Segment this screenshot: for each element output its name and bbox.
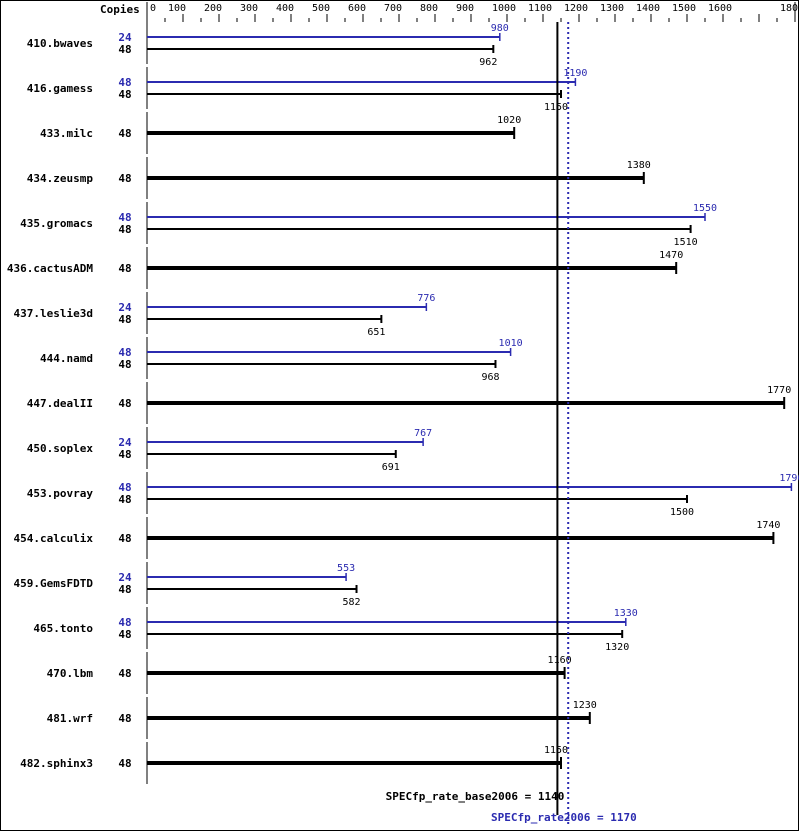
benchmark-label: 436.cactusADM: [7, 262, 93, 275]
base-copies: 48: [118, 397, 131, 410]
x-tick-label: 1400: [636, 3, 660, 14]
peak-copies: 48: [118, 616, 131, 629]
base-value-label: 691: [382, 462, 400, 473]
benchmark-label: 465.tonto: [33, 622, 93, 635]
benchmark-label: 453.povray: [27, 487, 94, 500]
peak-value-label: 1190: [563, 68, 587, 79]
base-value-label: 962: [479, 57, 497, 68]
x-tick-label: 100: [168, 3, 186, 14]
peak-copies: 48: [118, 76, 131, 89]
base-value-label: 1020: [497, 115, 521, 126]
base-value-label: 1740: [756, 520, 780, 531]
peak-value-label: 767: [414, 428, 432, 439]
peak-copies: 48: [118, 346, 131, 359]
x-tick-label: 800: [420, 3, 438, 14]
benchmark-label: 482.sphinx3: [20, 757, 93, 770]
benchmark-label: 434.zeusmp: [27, 172, 94, 185]
benchmark-label: 450.soplex: [27, 442, 94, 455]
x-tick-label: 1800: [780, 3, 799, 14]
base-copies: 48: [118, 223, 131, 236]
base-copies: 48: [118, 493, 131, 506]
base-value-label: 1500: [670, 507, 694, 518]
benchmark-label: 437.leslie3d: [14, 307, 93, 320]
benchmark-label: 410.bwaves: [27, 37, 93, 50]
peak-copies: 48: [118, 481, 131, 494]
base-copies: 48: [118, 127, 131, 140]
peak-value-label: 553: [337, 563, 355, 574]
x-tick-label: 1300: [600, 3, 624, 14]
benchmark-label: 433.milc: [40, 127, 93, 140]
benchmark-label: 416.gamess: [27, 82, 93, 95]
peak-value-label: 776: [417, 293, 435, 304]
base-copies: 48: [118, 712, 131, 725]
base-value-label: 968: [481, 372, 499, 383]
base-copies: 48: [118, 172, 131, 185]
base-copies: 48: [118, 757, 131, 770]
base-value-label: 582: [342, 597, 360, 608]
x-tick-label: 200: [204, 3, 222, 14]
peak-value-label: 1330: [614, 608, 638, 619]
base-summary-label: SPECfp_rate_base2006 = 1140: [386, 790, 565, 803]
x-tick-label: 900: [456, 3, 474, 14]
base-value-label: 651: [367, 327, 385, 338]
benchmark-label: 454.calculix: [14, 532, 94, 545]
peak-copies: 48: [118, 211, 131, 224]
base-copies: 48: [118, 448, 131, 461]
x-tick-label: 400: [276, 3, 294, 14]
peak-copies: 24: [118, 31, 132, 44]
base-copies: 48: [118, 43, 131, 56]
base-value-label: 1320: [605, 642, 629, 653]
benchmark-label: 470.lbm: [47, 667, 94, 680]
base-copies: 48: [118, 313, 131, 326]
base-value-label: 1510: [674, 237, 698, 248]
x-tick-label: 1000: [492, 3, 516, 14]
x-tick-label: 1600: [708, 3, 732, 14]
x-tick-label: 1500: [672, 3, 696, 14]
base-copies: 48: [118, 628, 131, 641]
x-tick-label: 500: [312, 3, 330, 14]
benchmark-label: 435.gromacs: [20, 217, 93, 230]
benchmark-label: 444.namd: [40, 352, 93, 365]
peak-copies: 24: [118, 301, 132, 314]
peak-value-label: 980: [491, 23, 509, 34]
peak-copies: 24: [118, 571, 132, 584]
base-value-label: 1150: [544, 745, 568, 756]
copies-header: Copies: [100, 3, 140, 16]
peak-value-label: 1790: [779, 473, 799, 484]
x-tick-label: 600: [348, 3, 366, 14]
peak-summary-label: SPECfp_rate2006 = 1170: [491, 811, 637, 824]
x-tick-label: 1100: [528, 3, 552, 14]
base-copies: 48: [118, 532, 131, 545]
base-value-label: 1770: [767, 385, 791, 396]
benchmark-label: 459.GemsFDTD: [14, 577, 94, 590]
base-value-label: 1380: [627, 160, 651, 171]
base-copies: 48: [118, 583, 131, 596]
benchmark-label: 481.wrf: [47, 712, 93, 725]
benchmark-label: 447.dealII: [27, 397, 93, 410]
base-copies: 48: [118, 667, 131, 680]
base-copies: 48: [118, 358, 131, 371]
base-value-label: 1160: [548, 655, 572, 666]
base-copies: 48: [118, 262, 131, 275]
x-tick-label: 700: [384, 3, 402, 14]
peak-value-label: 1550: [693, 203, 717, 214]
base-copies: 48: [118, 88, 131, 101]
x-tick-label: 0: [150, 3, 156, 14]
x-tick-label: 1200: [564, 3, 588, 14]
peak-value-label: 1010: [499, 338, 523, 349]
peak-copies: 24: [118, 436, 132, 449]
x-tick-label: 300: [240, 3, 258, 14]
base-value-label: 1470: [659, 250, 683, 261]
base-value-label: 1150: [544, 102, 568, 113]
base-value-label: 1230: [573, 700, 597, 711]
